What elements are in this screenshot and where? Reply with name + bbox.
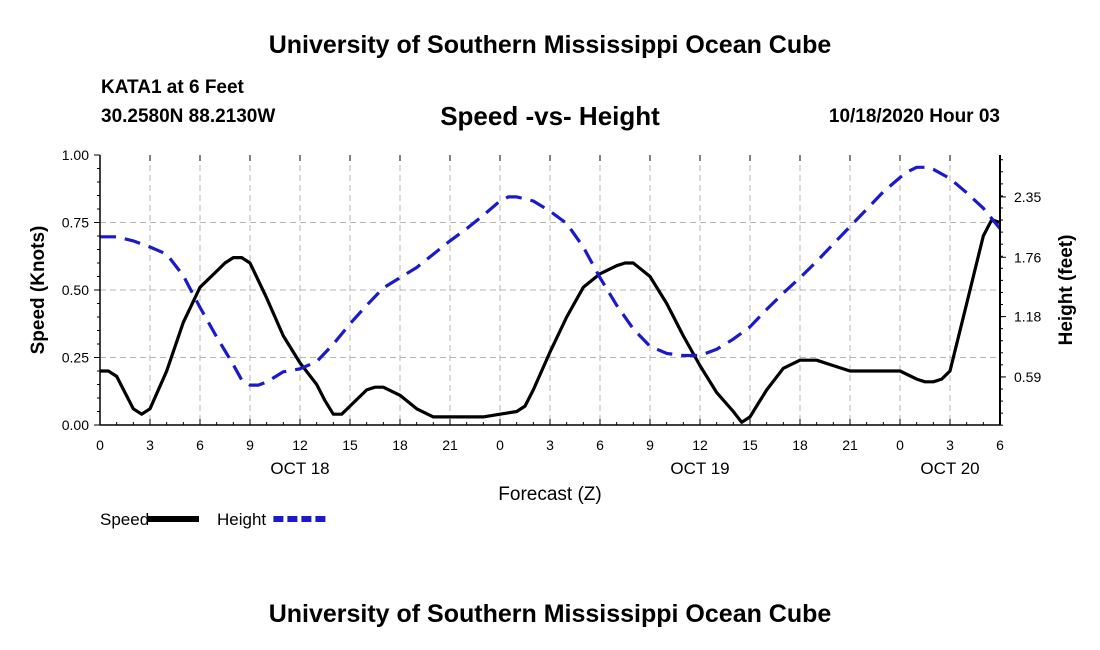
- series-line-speed: [100, 218, 1001, 424]
- x-tick-label: 12: [692, 437, 708, 453]
- y2-tick-label: 1.76: [1014, 249, 1041, 265]
- x-tick-label: 0: [896, 437, 904, 453]
- x-tick-label: 6: [996, 437, 1004, 453]
- y-tick-label: 1.00: [62, 147, 89, 163]
- x-tick-label: 21: [442, 437, 458, 453]
- x-tick-label: 6: [596, 437, 604, 453]
- series-lines: [100, 165, 1002, 424]
- station-label: KATA1 at 6 Feet: [101, 77, 244, 98]
- legend: Speed Height: [100, 510, 326, 529]
- x-tick-label: 12: [292, 437, 308, 453]
- y-tick-label: 0.25: [62, 350, 89, 366]
- page-title: University of Southern Mississippi Ocean…: [268, 31, 832, 59]
- series-line-height: [100, 165, 1002, 387]
- x-tick-label: 0: [496, 437, 504, 453]
- x-tick-label: 3: [946, 437, 954, 453]
- y2-tick-label: 1.18: [1014, 309, 1041, 325]
- y-tick-label: 0.75: [62, 215, 89, 231]
- x-tick-label: 18: [392, 437, 408, 453]
- x-tick-label: 6: [196, 437, 204, 453]
- footer-title: University of Southern Mississippi Ocean…: [268, 600, 832, 628]
- x-tick-label: 18: [792, 437, 808, 453]
- y2-tick-label: 0.59: [1014, 369, 1041, 385]
- date-label: OCT 20: [920, 459, 979, 478]
- x-axis-title: Forecast (Z): [498, 484, 601, 505]
- date-label: OCT 18: [270, 459, 329, 478]
- axis-labels: 0 3 6 9 12 15 18 21 0 3 6 9 12 15 18 21 0 3 6 0.00 0.25 0.50 0…: [28, 147, 1077, 505]
- legend-label-speed: Speed: [100, 510, 149, 529]
- x-tick-label: 21: [842, 437, 858, 453]
- y-tick-label: 0.00: [62, 417, 89, 433]
- date-label: OCT 19: [670, 459, 729, 478]
- chart-title: Speed -vs- Height: [440, 101, 660, 131]
- forecast-datetime: 10/18/2020 Hour 03: [828, 106, 1000, 127]
- y-tick-label: 0.50: [62, 282, 89, 298]
- x-tick-label: 15: [342, 437, 358, 453]
- y2-tick-label: 2.35: [1014, 189, 1041, 205]
- x-tick-label: 3: [146, 437, 154, 453]
- y-axis-title: Speed (Knots): [28, 226, 49, 355]
- x-tick-label: 9: [246, 437, 254, 453]
- x-tick-label: 15: [742, 437, 758, 453]
- x-tick-label: 3: [546, 437, 554, 453]
- x-tick-label: 9: [646, 437, 654, 453]
- y2-axis-title: Height (feet): [1056, 235, 1077, 346]
- axes: [94, 154, 1006, 426]
- grid: [100, 155, 1000, 425]
- location-coordinates: 30.2580N 88.2130W: [101, 106, 276, 127]
- x-tick-label: 0: [96, 437, 104, 453]
- legend-label-height: Height: [217, 510, 266, 529]
